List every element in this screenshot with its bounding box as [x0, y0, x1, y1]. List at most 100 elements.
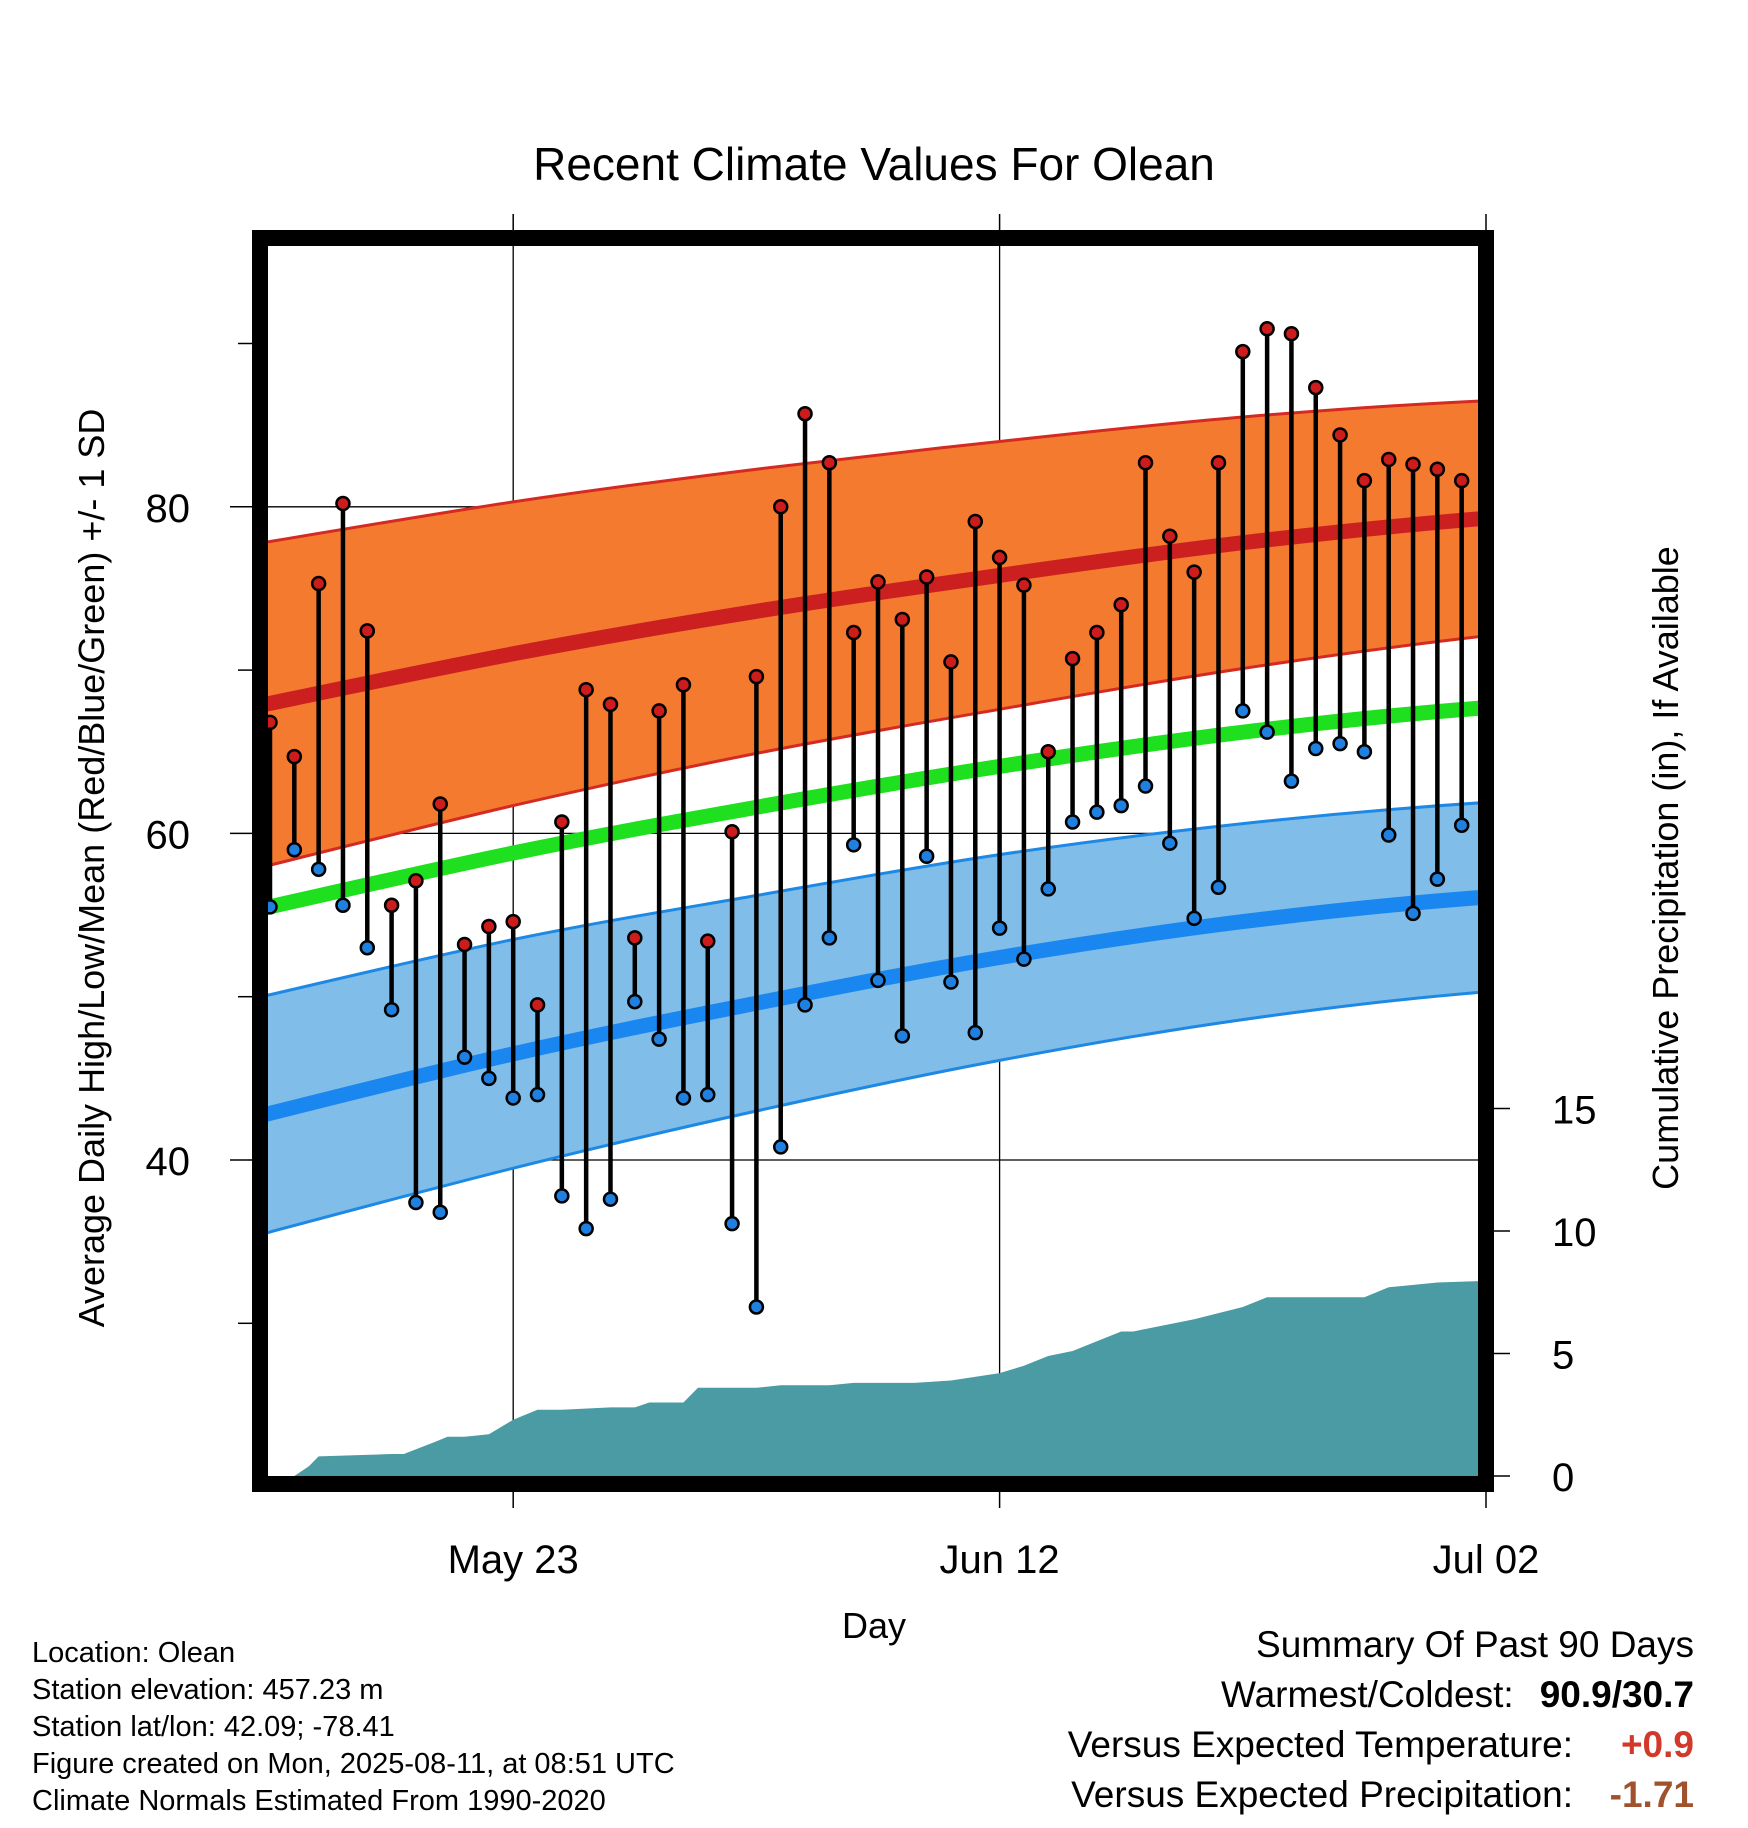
precip-value: -1.71 — [1609, 1774, 1694, 1815]
normal-mean-line — [268, 700, 1478, 915]
high-sd-upper-line — [268, 399, 1478, 544]
daily-low-point — [1186, 910, 1202, 927]
normals-text: Climate Normals Estimated From 1990-2020 — [32, 1785, 606, 1817]
daily-low-point — [383, 1002, 400, 1018]
daily-low-point — [724, 1215, 740, 1232]
daily-low-point — [1308, 740, 1324, 757]
high-sd-band — [268, 401, 1478, 866]
plot-border — [252, 230, 1494, 1492]
daily-high-point — [1356, 472, 1373, 489]
daily-high-point — [310, 575, 327, 592]
daily-high-point — [335, 495, 351, 512]
warm-cold-label: Warmest/Coldest: — [1221, 1674, 1514, 1715]
daily-low-point — [554, 1188, 570, 1204]
elevation-text: Station elevation: 457.23 m — [32, 1674, 384, 1706]
daily-low-point — [700, 1086, 716, 1103]
daily-high-point — [1429, 461, 1446, 477]
daily-high-point — [1332, 427, 1348, 443]
daily-high-point — [1089, 624, 1105, 641]
low-sd-lower-line — [268, 990, 1478, 1235]
daily-high-point — [1698, 415, 1711, 428]
daily-low-point — [529, 1086, 546, 1103]
daily-low-point — [1283, 773, 1300, 789]
daily-high-point — [1405, 456, 1421, 473]
daily-low-point — [870, 972, 886, 989]
daily-high-point — [481, 918, 497, 935]
daily-low-point — [1504, 940, 1517, 953]
daily-high-point — [724, 824, 740, 840]
precip-label: Versus Expected Precipitation: — [1071, 1774, 1573, 1815]
summary-precipitation: Versus Expected Precipitation: -1.71 — [1068, 1770, 1694, 1820]
daily-low-point — [748, 1299, 765, 1315]
daily-high-point — [286, 748, 303, 765]
y2-tick-label: 5 — [1552, 1334, 1574, 1378]
y2-tick-label: 15 — [1552, 1089, 1597, 1133]
daily-low-point — [1016, 951, 1032, 967]
daily-low-point — [1162, 835, 1178, 851]
daily-low-point — [627, 993, 643, 1010]
x-axis-label: Day — [842, 1605, 906, 1646]
daily-low-point — [845, 837, 862, 853]
daily-low-point — [1625, 858, 1638, 871]
daily-low-point — [1332, 735, 1348, 752]
daily-high-point — [1528, 541, 1541, 554]
daily-low-point — [967, 1024, 984, 1041]
daily-high-point — [268, 714, 278, 731]
daily-high-point — [1016, 577, 1032, 593]
daily-low-point — [1259, 724, 1275, 740]
x-tick-label: Jul 02 — [1433, 1538, 1540, 1582]
x-tick-label: Jun 12 — [940, 1538, 1060, 1582]
daily-low-point — [578, 1220, 594, 1237]
daily-low-point — [1137, 778, 1154, 794]
daily-high-point — [505, 913, 521, 930]
daily-low-point — [505, 1090, 521, 1106]
daily-low-point — [1210, 879, 1227, 896]
daily-high-point — [1453, 472, 1470, 489]
daily-high-point — [1137, 454, 1154, 471]
chart-title: Recent Climate Values For Olean — [533, 138, 1215, 190]
daily-high-point — [1504, 502, 1517, 515]
daily-low-point — [1040, 881, 1056, 897]
daily-high-point — [359, 623, 376, 639]
plot-frame — [252, 230, 1494, 1492]
y2-axis-label: Cumulative Precipitation (in), If Availa… — [1645, 546, 1686, 1190]
high-sd-lower-line — [268, 635, 1478, 868]
daily-high-point — [1577, 348, 1590, 361]
daily-low-point — [1577, 773, 1590, 786]
daily-low-point — [268, 899, 278, 915]
y2-tick-label: 10 — [1552, 1211, 1597, 1255]
warm-cold-value: 90.9/30.7 — [1539, 1674, 1694, 1715]
daily-low-point — [1528, 1064, 1541, 1077]
daily-low-point — [408, 1194, 424, 1211]
daily-high-point — [529, 997, 546, 1013]
daily-high-point — [1259, 321, 1275, 337]
daily-low-point — [1380, 827, 1397, 843]
daily-low-point — [1089, 804, 1105, 820]
daily-low-point — [918, 848, 935, 865]
location-text: Location: Olean — [32, 1637, 236, 1669]
daily-high-point — [1601, 350, 1614, 363]
y-tick-label: 80 — [146, 487, 191, 531]
daily-high-point — [894, 611, 911, 628]
daily-low-point — [675, 1090, 692, 1106]
normal-low-line — [268, 890, 1478, 1122]
daily-low-point — [359, 939, 376, 956]
daily-low-point — [1113, 797, 1129, 814]
daily-low-point — [456, 1049, 473, 1065]
daily-low-point — [1453, 817, 1470, 833]
daily-high-point — [870, 574, 886, 590]
normal-high-line — [268, 511, 1478, 712]
daily-low-point — [651, 1031, 667, 1047]
low-sd-upper-line — [268, 801, 1478, 997]
daily-low-point — [286, 841, 303, 858]
daily-low-point — [991, 920, 1008, 936]
daily-high-point — [943, 654, 959, 670]
daily-low-point — [1405, 905, 1421, 922]
created-text: Figure created on Mon, 2025-08-11, at 08… — [32, 1748, 675, 1780]
daily-low-point — [797, 997, 813, 1013]
daily-high-point — [748, 668, 765, 685]
daily-high-point — [651, 703, 667, 719]
